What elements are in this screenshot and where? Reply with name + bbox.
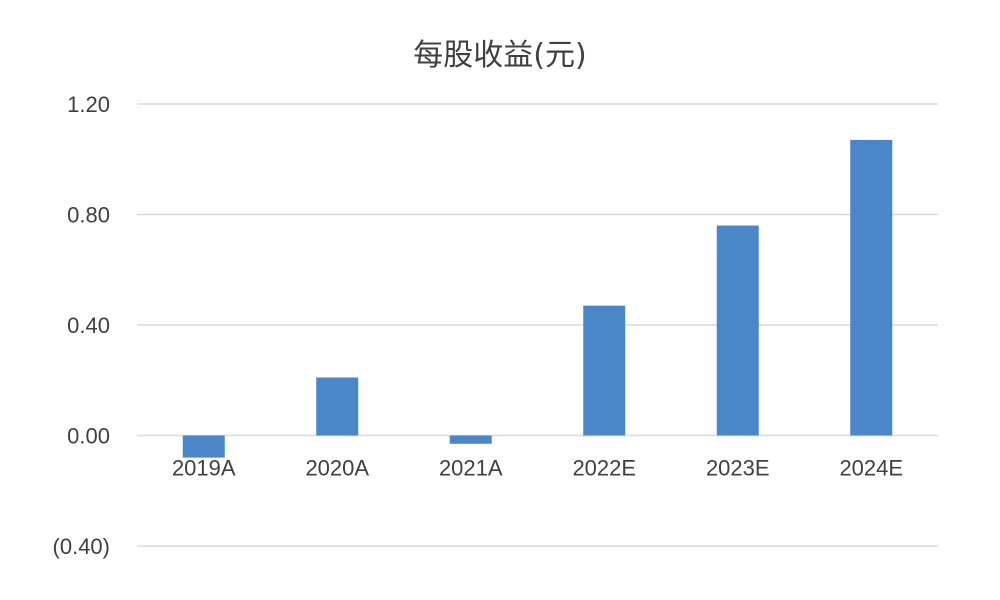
bar-2022E [583, 305, 626, 436]
y-tick-label: 0.00 [67, 424, 110, 449]
bar-2023E [716, 225, 759, 436]
x-tick-label: 2023E [706, 456, 770, 481]
x-tick-label: 2020A [305, 456, 369, 481]
y-tick-label: 0.40 [67, 313, 110, 338]
y-tick-label: 1.20 [67, 92, 110, 117]
chart-title: 每股收益(元) [413, 38, 587, 73]
x-tick-label: 2022E [572, 456, 636, 481]
y-tick-label: 0.80 [67, 203, 110, 228]
x-tick-label: 2024E [839, 456, 903, 481]
bar-2019A [182, 435, 225, 458]
gridlines [137, 103, 938, 547]
bars [182, 139, 893, 458]
bar-2024E [850, 139, 893, 436]
bar-2021A [449, 435, 492, 444]
x-tick-label: 2021A [439, 456, 503, 481]
bar-2020A [316, 377, 359, 436]
x-tick-label: 2019A [172, 456, 236, 481]
y-axis-tick-labels: 1.20 0.80 0.40 0.00 (0.40) [53, 92, 110, 559]
x-axis-tick-labels: 2019A 2020A 2021A 2022E 2023E 2024E [172, 456, 903, 481]
y-tick-label: (0.40) [53, 534, 110, 559]
